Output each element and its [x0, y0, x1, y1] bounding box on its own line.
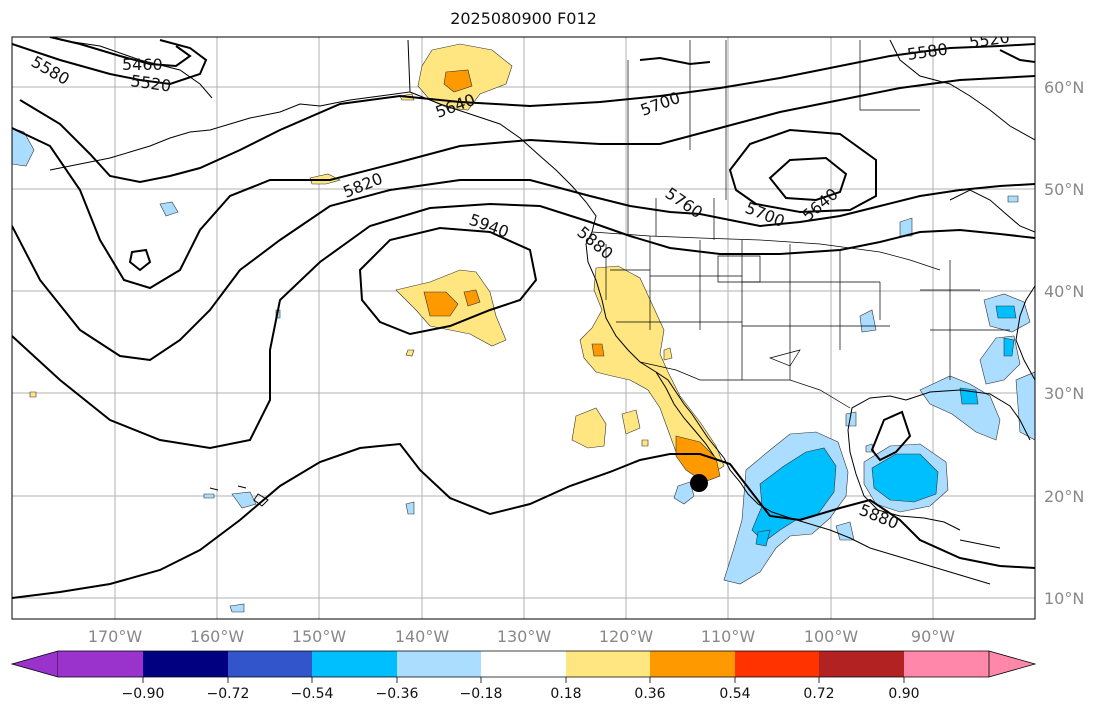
- latitude-labels: 60°N 50°N 40°N 30°N 20°N 10°N: [1044, 78, 1084, 608]
- lat-tick-label: 40°N: [1044, 282, 1084, 301]
- colorbar: −0.90 −0.72 −0.54 −0.36 −0.18 0.18 0.36 …: [10, 650, 1037, 702]
- colorbar-min-extend: [10, 650, 59, 678]
- colorbar-segment: [566, 651, 650, 677]
- colorbar-segment: [650, 651, 735, 677]
- colorbar-tick-label: −0.54: [291, 686, 334, 702]
- lon-tick-label: 140°W: [395, 627, 450, 646]
- lat-tick-label: 60°N: [1044, 78, 1084, 97]
- colorbar-max-extend: [988, 650, 1037, 678]
- political-borders: [591, 40, 1010, 409]
- colorbar-tick-label: 0.36: [634, 686, 665, 702]
- coastlines: [49, 39, 1035, 585]
- colorbar-tick-label: 0.18: [550, 686, 581, 702]
- colorbar-tick-label: −0.90: [122, 686, 165, 702]
- lon-tick-label: 160°W: [190, 627, 245, 646]
- colorbar-segment: [735, 651, 819, 677]
- lat-tick-label: 50°N: [1044, 180, 1084, 199]
- colorbar-segment: [58, 651, 143, 677]
- positive-anomaly-fills: [29, 43, 725, 483]
- storm-center-dot: [690, 474, 708, 492]
- lon-tick-label: 90°W: [911, 627, 955, 646]
- contour-label: 5460: [122, 55, 163, 74]
- lon-tick-label: 170°W: [88, 627, 143, 646]
- colorbar-tick-label: 0.72: [803, 686, 834, 702]
- map-border: [11, 36, 1036, 620]
- colorbar-segment: [228, 651, 312, 677]
- map-title: 2025080900 F012: [450, 9, 597, 28]
- colorbar-segment: [819, 651, 904, 677]
- height-contours: [12, 37, 1035, 599]
- negative-anomaly-fills: [12, 127, 1035, 613]
- colorbar-tick-label: −0.36: [376, 686, 419, 702]
- colorbar-tick-label: 0.90: [888, 686, 919, 702]
- colorbar-tick-label: 0.54: [719, 686, 750, 702]
- lat-tick-label: 20°N: [1044, 487, 1084, 506]
- colorbar-segment: [143, 651, 228, 677]
- lon-tick-label: 120°W: [599, 627, 654, 646]
- lat-tick-label: 30°N: [1044, 384, 1084, 403]
- lat-tick-label: 10°N: [1044, 589, 1084, 608]
- colorbar-segment: [904, 651, 989, 677]
- lon-tick-label: 110°W: [701, 627, 756, 646]
- colorbar-tick-label: −0.72: [207, 686, 250, 702]
- colorbar-segment: [312, 651, 397, 677]
- lon-tick-label: 150°W: [292, 627, 347, 646]
- lon-tick-label: 130°W: [497, 627, 552, 646]
- lon-tick-label: 100°W: [804, 627, 859, 646]
- colorbar-segment: [481, 651, 566, 677]
- colorbar-segment: [397, 651, 481, 677]
- longitude-labels: 170°W 160°W 150°W 140°W 130°W 120°W 110°…: [88, 627, 955, 646]
- colorbar-tick-label: −0.18: [460, 686, 503, 702]
